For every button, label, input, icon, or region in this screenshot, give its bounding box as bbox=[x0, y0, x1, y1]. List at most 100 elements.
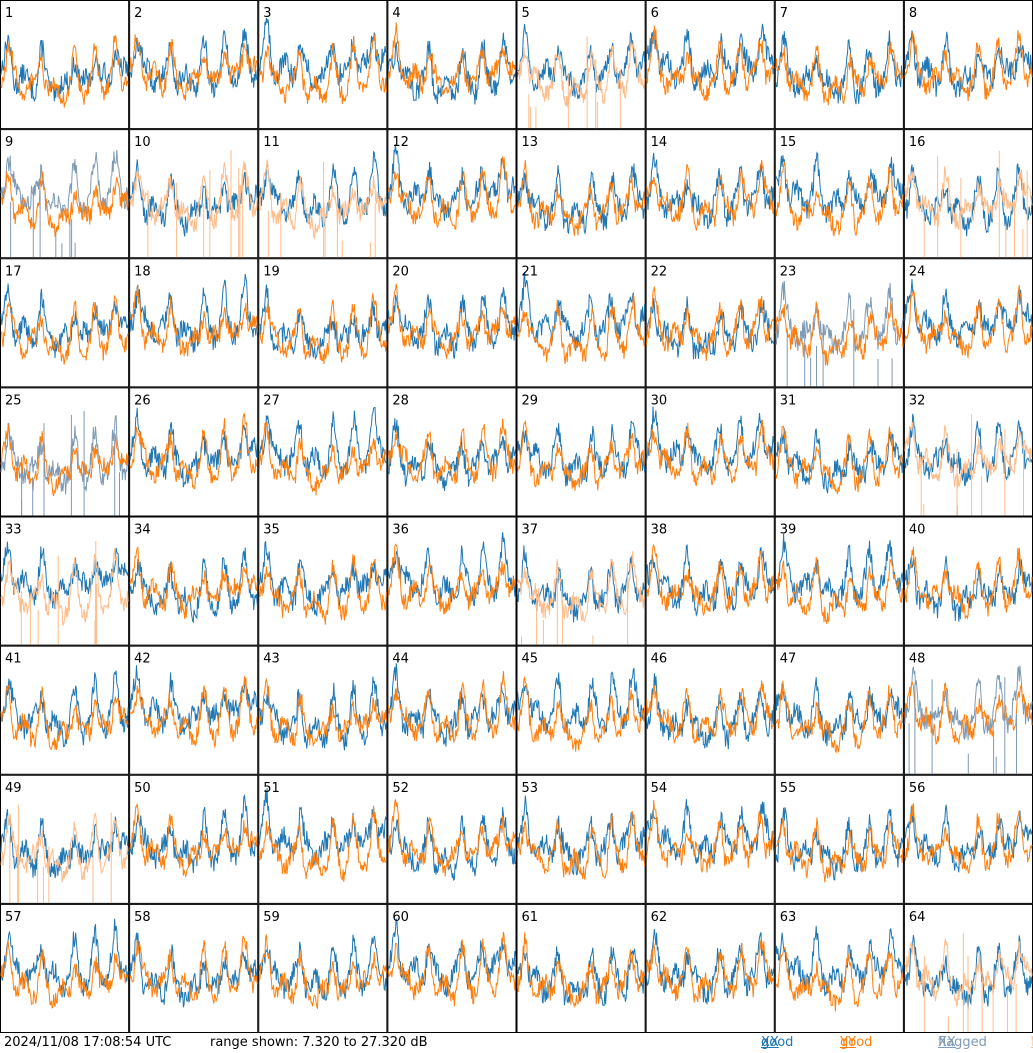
panel-label: 17 bbox=[5, 264, 22, 279]
panel-frame bbox=[258, 258, 388, 388]
panel-label: 31 bbox=[780, 393, 797, 408]
panel-36: 36 bbox=[387, 516, 517, 646]
flagged-xx-spikes bbox=[21, 410, 120, 516]
panel-label: 5 bbox=[522, 6, 530, 21]
good-yy-line bbox=[129, 285, 258, 357]
good-yy-line bbox=[387, 543, 516, 615]
panel-label: 28 bbox=[392, 393, 409, 408]
panel-label: 10 bbox=[134, 135, 151, 150]
panel-label: 36 bbox=[392, 523, 409, 538]
panel-label: 23 bbox=[780, 264, 797, 279]
panel-frame bbox=[0, 0, 130, 130]
panel-32: 32 bbox=[903, 387, 1033, 517]
good-yy-line bbox=[129, 803, 258, 878]
good-yy-line bbox=[775, 301, 904, 366]
good-xx-line bbox=[129, 547, 258, 624]
flagged-yy-line bbox=[517, 41, 646, 108]
flagged-yy-spikes bbox=[528, 36, 621, 129]
panel-10: 10 bbox=[129, 129, 259, 259]
panel-60: 60 bbox=[387, 903, 517, 1033]
good-xx-line bbox=[129, 793, 258, 874]
panel-54: 54 bbox=[645, 774, 775, 904]
good-yy-line bbox=[904, 803, 1033, 875]
panel-33: 33 bbox=[0, 516, 130, 646]
good-yy-line bbox=[517, 811, 646, 880]
panel-frame bbox=[0, 903, 130, 1033]
flagged-yy-line bbox=[904, 422, 1033, 489]
flagged-yy-line bbox=[904, 166, 1033, 230]
panel-label: 64 bbox=[909, 910, 926, 925]
panel-label: 32 bbox=[909, 393, 926, 408]
panel-44: 44 bbox=[387, 645, 517, 775]
good-xx-line bbox=[258, 788, 387, 866]
panel-label: 51 bbox=[263, 781, 280, 796]
good-xx-line bbox=[387, 144, 516, 221]
good-yy-line bbox=[517, 294, 646, 364]
good-xx-line bbox=[129, 28, 258, 99]
flagged-yy-spikes bbox=[521, 562, 629, 645]
good-yy-line bbox=[646, 940, 775, 1003]
good-xx-line bbox=[646, 799, 775, 865]
panel-label: 59 bbox=[263, 910, 280, 925]
panel-label: 1 bbox=[5, 6, 13, 21]
good-yy-line bbox=[646, 286, 775, 361]
panel-42: 42 bbox=[129, 645, 259, 775]
good-yy-line bbox=[258, 554, 387, 625]
panel-frame bbox=[903, 129, 1033, 259]
good-yy-line bbox=[517, 419, 646, 491]
panel-1: 1 bbox=[0, 0, 130, 130]
good-xx-line bbox=[0, 541, 129, 609]
good-yy-line bbox=[646, 799, 775, 874]
good-yy-line bbox=[387, 671, 516, 743]
good-xx-line bbox=[387, 418, 516, 492]
panel-label: 48 bbox=[909, 652, 926, 667]
good-yy-line bbox=[387, 283, 516, 359]
panel-label: 13 bbox=[522, 135, 539, 150]
good-yy-line bbox=[387, 931, 516, 1007]
good-xx-line bbox=[517, 163, 646, 235]
good-yy-line bbox=[0, 295, 129, 365]
good-yy-line bbox=[775, 817, 904, 883]
good-xx-line bbox=[517, 667, 646, 735]
flagged-yy-spikes bbox=[267, 161, 376, 258]
good-yy-line bbox=[0, 171, 129, 238]
good-xx-line bbox=[904, 279, 1033, 349]
flagged-yy-spikes bbox=[20, 540, 98, 645]
panel-frame bbox=[516, 645, 646, 775]
panel-7: 7 bbox=[774, 0, 904, 130]
timestamp: 2024/11/08 17:08:54 UTC bbox=[4, 1035, 172, 1050]
panel-label: 20 bbox=[392, 264, 409, 279]
panel-label: 61 bbox=[522, 910, 539, 925]
flagged-yy-spikes bbox=[920, 414, 1024, 516]
good-yy-line bbox=[775, 556, 904, 625]
panel-label: 49 bbox=[5, 781, 22, 796]
flagged-xx-line bbox=[904, 665, 1033, 741]
flagged-yy-line bbox=[517, 551, 646, 623]
panel-6: 6 bbox=[645, 0, 775, 130]
good-xx-line bbox=[129, 407, 258, 488]
good-yy-line bbox=[904, 285, 1033, 359]
flagged-xx-line bbox=[0, 149, 129, 222]
panel-frame bbox=[516, 516, 646, 646]
good-yy-line bbox=[129, 935, 258, 1004]
panel-64: 64 bbox=[903, 903, 1033, 1033]
good-yy-line bbox=[129, 34, 258, 101]
panel-46: 46 bbox=[645, 645, 775, 775]
good-yy-line bbox=[0, 940, 129, 1009]
good-xx-line bbox=[129, 932, 258, 1008]
panel-label: 45 bbox=[522, 652, 539, 667]
good-xx-line bbox=[0, 283, 129, 359]
panel-19: 19 bbox=[258, 258, 388, 388]
panel-label: 39 bbox=[780, 523, 797, 538]
good-yy-line bbox=[258, 293, 387, 365]
panel-63: 63 bbox=[774, 903, 904, 1033]
good-xx-line bbox=[775, 925, 904, 997]
panel-37: 37 bbox=[516, 516, 646, 646]
panel-22: 22 bbox=[645, 258, 775, 388]
panel-label: 38 bbox=[651, 523, 668, 538]
panel-5: 5 bbox=[516, 0, 646, 130]
panel-frame bbox=[258, 0, 388, 130]
panel-59: 59 bbox=[258, 903, 388, 1033]
panel-label: 22 bbox=[651, 264, 668, 279]
